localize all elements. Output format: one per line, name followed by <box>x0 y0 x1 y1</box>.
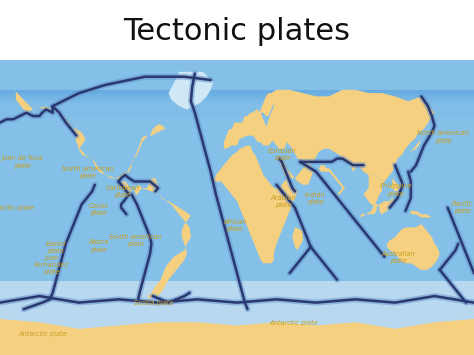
Polygon shape <box>0 319 474 355</box>
Polygon shape <box>364 175 382 204</box>
Bar <box>0 90 474 104</box>
Text: Nazca
plate: Nazca plate <box>89 239 109 252</box>
Text: Caribbean
plate: Caribbean plate <box>105 185 139 198</box>
Bar <box>0 281 474 355</box>
Bar <box>0 97 474 112</box>
Polygon shape <box>213 146 298 263</box>
Text: North american
plate: North american plate <box>62 166 114 179</box>
Polygon shape <box>379 198 395 214</box>
Bar <box>0 60 474 311</box>
Polygon shape <box>390 178 400 191</box>
Bar <box>0 99 474 113</box>
Polygon shape <box>369 201 379 208</box>
Text: Pacific
plate: Pacific plate <box>451 201 473 214</box>
Text: Indian
plate: Indian plate <box>305 192 326 206</box>
Text: Tectonic plates: Tectonic plates <box>124 17 350 47</box>
Text: Antarctic plate: Antarctic plate <box>18 331 67 338</box>
Text: Eurasian
plate: Eurasian plate <box>268 148 296 161</box>
Polygon shape <box>266 90 435 204</box>
Polygon shape <box>408 136 424 155</box>
Polygon shape <box>16 92 166 195</box>
Polygon shape <box>411 211 432 218</box>
Bar <box>0 91 474 106</box>
Text: Juan de fuca
plate: Juan de fuca plate <box>1 155 43 169</box>
Polygon shape <box>224 109 276 149</box>
Bar <box>0 94 474 109</box>
Polygon shape <box>118 178 158 195</box>
Text: South american
plate: South american plate <box>109 234 162 247</box>
Text: Philippine
plate: Philippine plate <box>380 184 412 197</box>
Text: Pacific plate: Pacific plate <box>0 204 35 211</box>
Text: Antarctic plate: Antarctic plate <box>269 320 319 326</box>
Bar <box>0 103 474 118</box>
Text: North american
plate: North american plate <box>417 130 469 143</box>
Text: Scotia plate: Scotia plate <box>134 300 174 306</box>
Polygon shape <box>319 165 345 195</box>
Bar <box>0 93 474 108</box>
Bar <box>0 96 474 110</box>
Polygon shape <box>134 188 191 299</box>
Polygon shape <box>292 227 303 250</box>
Text: Easter
plate: Easter plate <box>46 241 66 254</box>
Polygon shape <box>361 201 376 218</box>
Bar <box>0 102 474 116</box>
Text: Australian
plate: Australian plate <box>382 251 415 264</box>
Polygon shape <box>279 159 313 185</box>
Text: Arabian
plate: Arabian plate <box>271 195 296 208</box>
Polygon shape <box>169 72 213 109</box>
Text: Cocos
plate: Cocos plate <box>89 203 109 216</box>
Bar <box>0 100 474 115</box>
Polygon shape <box>387 224 440 270</box>
Text: Juan
Fernandez
plate: Juan Fernandez plate <box>34 255 69 275</box>
Polygon shape <box>242 93 274 122</box>
Text: African
plate: African plate <box>223 219 246 232</box>
